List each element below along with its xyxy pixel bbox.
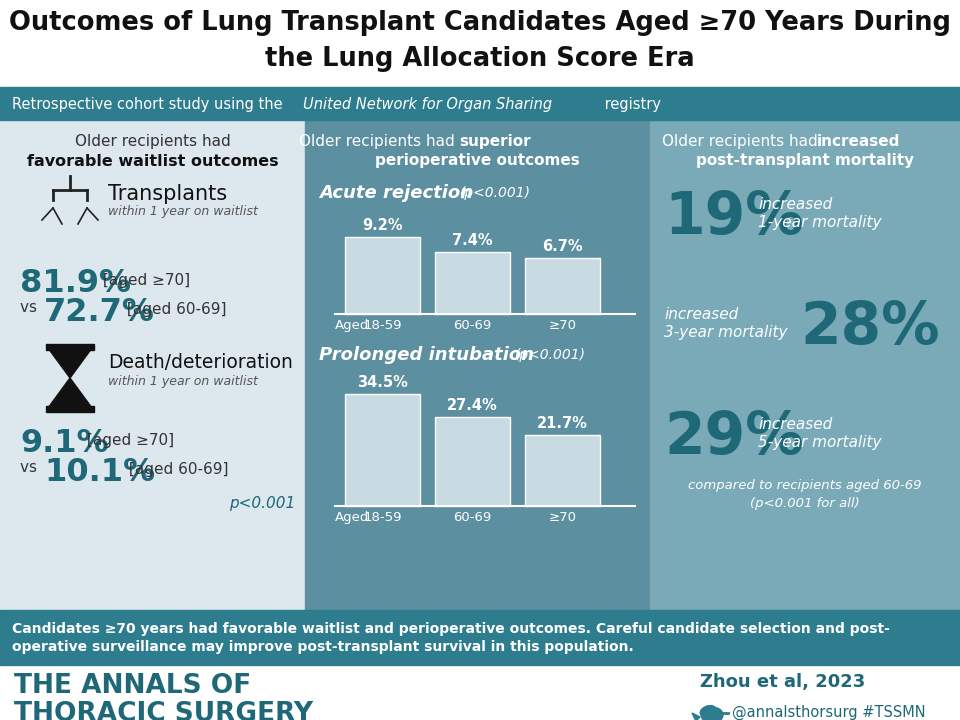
Text: Aged: Aged <box>335 319 370 332</box>
Text: THORACIC SURGERY: THORACIC SURGERY <box>14 701 313 720</box>
Text: Outcomes of Lung Transplant Candidates Aged ≥70 Years During: Outcomes of Lung Transplant Candidates A… <box>9 10 951 36</box>
Text: Prolonged intubation: Prolonged intubation <box>319 346 534 364</box>
Polygon shape <box>48 348 92 378</box>
Bar <box>345 394 420 506</box>
Text: superior: superior <box>460 134 531 149</box>
Text: 60-69: 60-69 <box>453 319 492 332</box>
Text: 6.7%: 6.7% <box>542 239 583 254</box>
Text: United Network for Organ Sharing: United Network for Organ Sharing <box>303 97 552 112</box>
Text: within 1 year on waitlist: within 1 year on waitlist <box>108 205 258 218</box>
Text: Older recipients had: Older recipients had <box>662 134 823 149</box>
Text: p<0.001: p<0.001 <box>228 496 295 511</box>
Text: Zhou et al, 2023: Zhou et al, 2023 <box>700 673 865 691</box>
Bar <box>0 610 960 665</box>
Bar <box>435 252 510 314</box>
Text: 29%: 29% <box>664 409 804 466</box>
Text: increased: increased <box>817 134 900 149</box>
Ellipse shape <box>701 707 723 720</box>
Text: 1-year mortality: 1-year mortality <box>758 215 881 230</box>
Text: increased: increased <box>758 197 832 212</box>
Bar <box>525 436 600 506</box>
Text: Older recipients had: Older recipients had <box>75 134 230 149</box>
Text: increased: increased <box>664 307 738 322</box>
Text: vs: vs <box>20 460 42 475</box>
Text: Retrospective cohort study using the: Retrospective cohort study using the <box>12 97 287 112</box>
Text: [aged 60-69]: [aged 60-69] <box>124 462 228 477</box>
Text: 60-69: 60-69 <box>453 511 492 524</box>
Text: (p<0.001 for all): (p<0.001 for all) <box>750 497 860 510</box>
Bar <box>650 120 960 610</box>
Text: ≥70: ≥70 <box>548 319 577 332</box>
Text: Transplants: Transplants <box>108 184 228 204</box>
Bar <box>0 90 960 120</box>
Text: vs: vs <box>20 300 42 315</box>
Text: post-transplant mortality: post-transplant mortality <box>696 153 914 168</box>
Text: ≥70: ≥70 <box>548 511 577 524</box>
Text: (p<0.001): (p<0.001) <box>515 348 586 362</box>
Text: operative surveillance may improve post-transplant survival in this population.: operative surveillance may improve post-… <box>12 640 634 654</box>
Text: 5-year mortality: 5-year mortality <box>758 435 881 450</box>
Text: Death/deterioration: Death/deterioration <box>108 353 293 372</box>
Text: 81.9%: 81.9% <box>20 268 131 299</box>
Text: 21.7%: 21.7% <box>537 416 588 431</box>
Text: registry: registry <box>600 97 661 112</box>
Text: 7.4%: 7.4% <box>452 233 492 248</box>
Text: perioperative outcomes: perioperative outcomes <box>375 153 580 168</box>
Text: 9.2%: 9.2% <box>362 218 403 233</box>
Bar <box>0 0 960 90</box>
Bar <box>345 238 420 314</box>
Text: 28%: 28% <box>800 299 940 356</box>
Text: 18-59: 18-59 <box>363 511 401 524</box>
Text: Candidates ≥70 years had favorable waitlist and perioperative outcomes. Careful : Candidates ≥70 years had favorable waitl… <box>12 622 890 636</box>
Text: THE ANNALS OF: THE ANNALS OF <box>14 673 252 699</box>
Text: (p<0.001): (p<0.001) <box>460 186 531 200</box>
Text: 9.1%: 9.1% <box>20 428 108 459</box>
Text: 10.1%: 10.1% <box>44 457 156 488</box>
Bar <box>525 258 600 314</box>
Text: 3-year mortality: 3-year mortality <box>664 325 787 340</box>
Bar <box>0 665 960 720</box>
Polygon shape <box>692 713 700 720</box>
Text: [aged ≥70]: [aged ≥70] <box>82 433 174 448</box>
Text: favorable waitlist outcomes: favorable waitlist outcomes <box>27 154 278 169</box>
Text: Aged: Aged <box>335 511 370 524</box>
Text: Older recipients had: Older recipients had <box>299 134 460 149</box>
Text: 72.7%: 72.7% <box>44 297 155 328</box>
Text: 18-59: 18-59 <box>363 319 401 332</box>
Text: [aged ≥70]: [aged ≥70] <box>98 273 190 288</box>
Text: 34.5%: 34.5% <box>357 375 408 390</box>
Bar <box>0 120 305 610</box>
Text: [aged 60-69]: [aged 60-69] <box>122 302 227 317</box>
Text: 27.4%: 27.4% <box>447 398 498 413</box>
Bar <box>435 417 510 506</box>
Text: the Lung Allocation Score Era: the Lung Allocation Score Era <box>265 46 695 72</box>
Text: compared to recipients aged 60-69: compared to recipients aged 60-69 <box>688 479 922 492</box>
Text: @annalsthorsurg #TSSMN: @annalsthorsurg #TSSMN <box>732 705 925 720</box>
Ellipse shape <box>700 706 716 716</box>
Text: Acute rejection: Acute rejection <box>319 184 473 202</box>
Text: 19%: 19% <box>664 189 804 246</box>
Bar <box>0 87 960 90</box>
Polygon shape <box>48 378 92 408</box>
Bar <box>305 120 650 610</box>
Bar <box>46 406 94 412</box>
Text: increased: increased <box>758 417 832 432</box>
Text: within 1 year on waitlist: within 1 year on waitlist <box>108 374 258 387</box>
Bar <box>46 344 94 350</box>
